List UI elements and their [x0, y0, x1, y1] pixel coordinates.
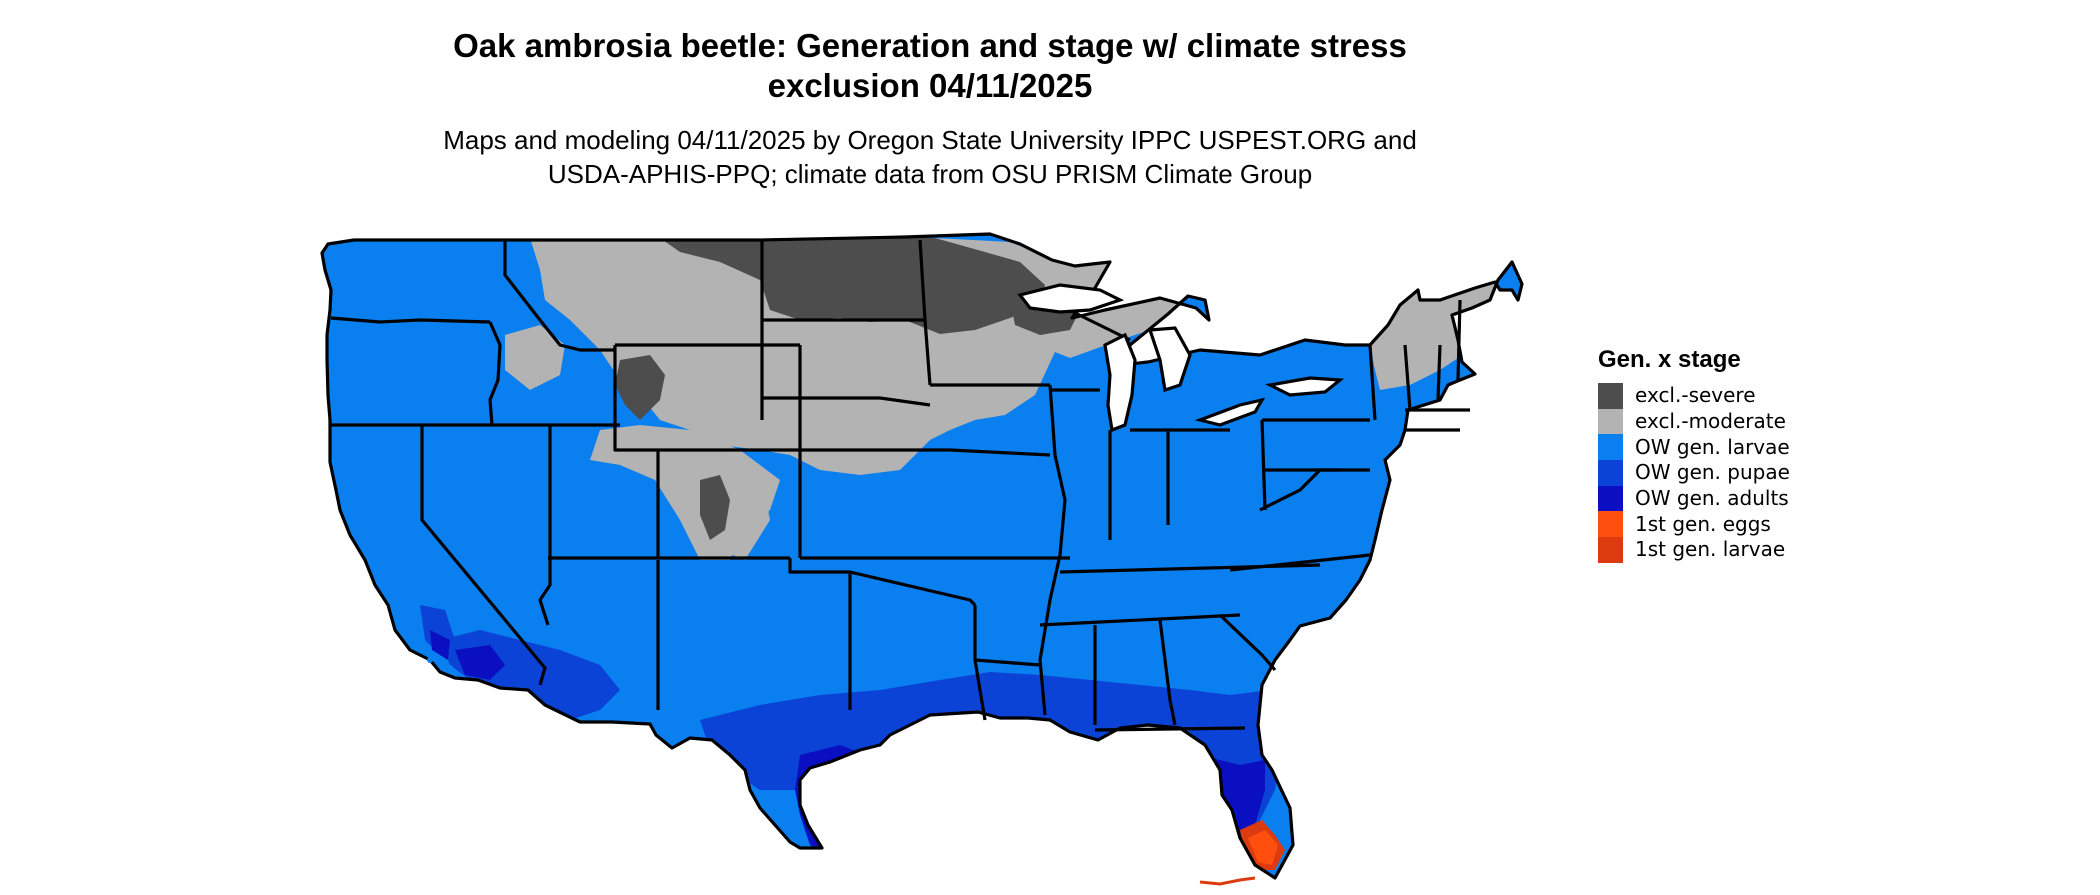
zone-ow-adults-california: [430, 630, 450, 660]
boundary-ny-vt: [1403, 344, 1412, 411]
legend-swatch: [1598, 383, 1623, 409]
boundary-mi-upper: [1064, 306, 1131, 342]
zone-excl-severe-dakotas-minnesota: [660, 238, 1045, 334]
boundary-id-mt: [503, 240, 615, 352]
florida-keys: [1199, 876, 1256, 886]
lake-huron: [1147, 326, 1192, 393]
boundary-nv-az: [538, 425, 552, 626]
legend-items: excl.-severe excl.-moderate OW gen. larvae…: [1598, 383, 1898, 563]
island-socal-3: [447, 665, 453, 671]
lake-erie: [1194, 397, 1266, 427]
legend-swatch: [1598, 537, 1623, 563]
legend-label: 1st gen. eggs: [1635, 511, 1771, 536]
zone-excl-severe-wyoming: [615, 355, 665, 420]
island-socal-2: [427, 657, 433, 663]
legend-item: OW gen. pupae: [1598, 460, 1898, 486]
boundary-la-tx: [973, 659, 987, 721]
us-map: [320, 232, 1524, 886]
legend-swatch: [1598, 485, 1623, 512]
lake-ontario: [1264, 376, 1345, 397]
boundary-tn-south: [1039, 613, 1241, 627]
legend-label: 1st gen. larvae: [1635, 537, 1786, 562]
boundary-ok-tx: [849, 570, 977, 607]
legend-swatch: [1598, 460, 1623, 486]
boundary-vt-nh: [1436, 344, 1442, 401]
legend-item: 1st gen. larvae: [1598, 537, 1898, 563]
boundary-ca-nv: [420, 425, 547, 686]
legend-swatch: [1598, 511, 1623, 538]
boundary-ia-mo: [949, 448, 1051, 457]
legend-item: OW gen. adults: [1598, 485, 1898, 512]
legend: Gen. x stage excl.-severe excl.-moderate O…: [1598, 345, 1898, 563]
legend-label: OW gen. adults: [1635, 486, 1789, 511]
lake-michigan: [1103, 332, 1137, 433]
zone-excl-moderate-idaho: [505, 325, 565, 390]
zone-excl-severe-colorado: [700, 475, 730, 540]
map-title: Oak ambrosia beetle: Generation and stag…: [0, 26, 1860, 106]
boundary-oh-pa: [1260, 419, 1267, 511]
map-title-line-2: exclusion 04/11/2025: [767, 67, 1093, 104]
boundary-nd-mn: [918, 239, 932, 386]
lake-superior: [1017, 283, 1125, 314]
boundary-nc-va: [1229, 553, 1371, 572]
boundary-or-id: [488, 321, 502, 426]
boundary-nh-me: [1456, 299, 1462, 381]
legend-item: excl.-moderate: [1598, 408, 1898, 435]
legend-label: excl.-moderate: [1635, 409, 1786, 434]
legend-label: OW gen. pupae: [1635, 460, 1790, 485]
boundary-sd-ne: [762, 396, 931, 407]
boundary-al-ga: [1158, 619, 1177, 726]
legend-label: OW gen. larvae: [1635, 434, 1790, 459]
great-lakes: [1017, 283, 1345, 433]
boundary-wa-or: [330, 316, 491, 324]
zone-ow-adults-texas-coast: [795, 745, 910, 860]
legend-swatch: [1598, 408, 1623, 435]
legend-item: 1st gen. eggs: [1598, 511, 1898, 538]
island-socal-1: [415, 622, 421, 628]
map-subtitle: Maps and modeling 04/11/2025 by Oregon S…: [0, 123, 1860, 191]
legend-item: excl.-severe: [1598, 383, 1898, 409]
boundary-ga-fl: [1094, 726, 1246, 732]
boundary-ga-sc: [1218, 613, 1277, 672]
legend-swatch: [1598, 434, 1623, 461]
legend-title: Gen. x stage: [1598, 346, 1741, 373]
boundary-ny-ne: [1368, 344, 1377, 421]
map-subtitle-line-1: Maps and modeling 04/11/2025 by Oregon S…: [443, 125, 1417, 155]
map-title-line-1: Oak ambrosia beetle: Generation and stag…: [453, 27, 1407, 64]
zone-ow-adults-arizona: [455, 645, 505, 680]
zone-1st-gen-eggs-florida: [1248, 830, 1278, 865]
legend-item: OW gen. larvae: [1598, 434, 1898, 461]
boundary-ms-river: [1038, 384, 1067, 716]
map-island-marks: [415, 622, 453, 671]
boundary-wy-ut: [613, 345, 800, 452]
map-subtitle-line-2: USDA-APHIS-PPQ; climate data from OSU PR…: [547, 159, 1313, 189]
boundary-nm-tx: [788, 558, 852, 710]
legend-label: excl.-severe: [1635, 383, 1756, 408]
